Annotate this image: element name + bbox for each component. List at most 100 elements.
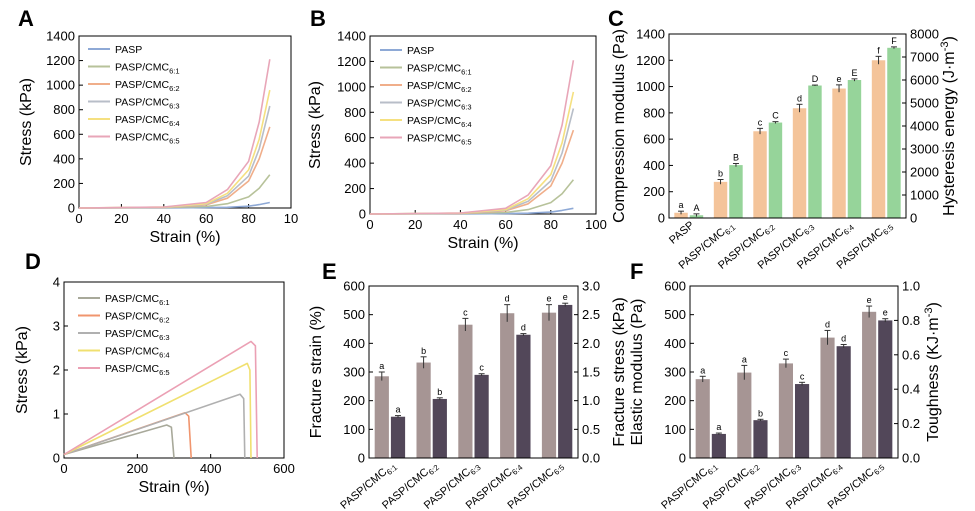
bar-right-2 [768,122,783,218]
y-tick-label: 1400 [636,27,665,42]
bar-right-4 [878,320,893,458]
y-tick-label: 1200 [636,53,665,68]
series-line-2 [63,393,246,459]
y-axis-label: Fracture strain (%) [308,306,325,438]
bar-left-2 [458,324,473,458]
bar-left-0 [695,379,710,458]
y-tick-label: 1400 [46,29,75,44]
x-tick-label: 100 [585,217,607,232]
series-line-2 [369,129,575,215]
x-tick-label: 20 [408,217,422,232]
legend-label-0: PASP/CMC6:1 [105,293,170,307]
significance-letter: A [693,203,699,213]
y-tick-label: 1000 [46,78,75,93]
bar-right-2 [474,374,489,458]
significance-letter: c [758,117,763,127]
significance-letter: f [877,45,880,55]
significance-letter: c [800,371,805,381]
y-tick-label: 100 [343,422,365,437]
y-axis-label: Stress (kPa) [307,81,324,169]
bar-right-4 [847,80,862,218]
y2-tick-label: 0.2 [902,416,920,431]
legend-label-4: PASP/CMC6:4 [407,115,472,129]
y2-axis-label: Fracture stress (kPa) [611,297,628,446]
significance-letter: b [421,346,426,356]
significance-letter: e [837,74,842,84]
y2-tick-label: 2.0 [582,336,600,351]
y2-tick-label: 0.5 [582,422,600,437]
y-axis-label: Elastic modulus (Pa) [629,299,646,446]
significance-letter: d [825,319,830,329]
y-tick-label: 800 [643,105,665,120]
x-tick-label: 20 [114,211,128,226]
significance-letter: F [891,36,897,46]
y-tick-label: 400 [643,158,665,173]
significance-letter: e [563,292,568,302]
bar-right-2 [795,384,810,458]
legend-label-2: PASP/CMC6:2 [407,80,472,94]
y-tick-label: 2 [53,363,60,378]
y-tick-label: 800 [344,105,366,120]
bar-right-3 [516,334,531,458]
x-tick-label: 0 [366,217,373,232]
significance-letter: d [841,333,846,343]
bar-left-5 [871,60,886,219]
y2-tick-label: 3.0 [582,279,600,294]
significance-letter: a [395,405,400,415]
x-tick-label: 40 [157,211,171,226]
legend-label-1: PASP/CMC6:1 [115,62,180,76]
x-tick-label: 0 [60,461,67,476]
significance-letter: a [379,361,384,371]
y-axis-label: Stress (kPa) [14,326,31,414]
y2-tick-label: 2.5 [582,307,600,322]
y-tick-label: 200 [643,184,665,199]
panel-f: aaPASP/CMC6:1abPASP/CMC6:2ccPASP/CMC6:3d… [629,259,942,511]
y-tick-label: 500 [664,307,686,322]
y2-tick-label: 2000 [910,165,939,180]
y-tick-label: 600 [53,127,75,142]
y-tick-label: 3 [53,319,60,334]
y-tick-label: 600 [643,132,665,147]
legend-label-1: PASP/CMC6:1 [407,63,472,77]
y-tick-label: 100 [664,422,686,437]
legend-label-0: PASP [407,45,434,57]
legend-label-0: PASP [115,44,142,56]
y-axis-label: Compression modulus (Pa) [611,29,628,223]
x-tick-label: 600 [273,461,295,476]
category-label-5: PASP/CMC6:5 [835,219,896,274]
panel-c: a APASPbBPASP/CMC6:1cCPASP/CMC6:2dDPASP/C… [608,6,958,274]
significance-letter: d [797,93,802,103]
bar-left-0 [674,212,688,218]
bar-right-1 [729,165,743,218]
y-tick-label: 1000 [337,79,366,94]
bar-right-3 [808,85,822,219]
y-tick-label: 1 [53,407,60,422]
x-tick-label: 400 [200,461,222,476]
x-tick-label: 200 [126,461,148,476]
bar-left-4 [862,311,877,458]
legend-label-2: PASP/CMC6:3 [105,328,170,342]
significance-letter: c [784,348,789,358]
significance-letter: a [679,200,684,210]
y2-axis-label: Hysteresis energy (J·m-3) [939,36,958,216]
significance-letter: b [758,408,763,418]
y2-tick-label: 1000 [910,188,939,203]
y2-tick-label: 1.0 [902,279,920,294]
y-tick-label: 300 [664,365,686,380]
y2-tick-label: 4000 [910,119,939,134]
x-tick-label: 40 [453,217,467,232]
bar-left-4 [832,88,846,219]
y-tick-label: 500 [343,307,365,322]
series-line-1 [78,174,271,209]
series-line-4 [369,91,575,215]
x-tick-label: 60 [498,217,512,232]
significance-letter: c [463,307,468,317]
x-tick-label: 80 [241,211,255,226]
y2-axis-label: Toughness (KJ·m-3) [923,302,942,442]
x-tick-label: 0 [75,211,82,226]
significance-letter: a [700,365,705,375]
panel-letter: E [322,259,337,284]
y-tick-label: 400 [344,156,366,171]
y-tick-label: 0 [68,201,75,216]
significance-letter: a [716,422,721,432]
